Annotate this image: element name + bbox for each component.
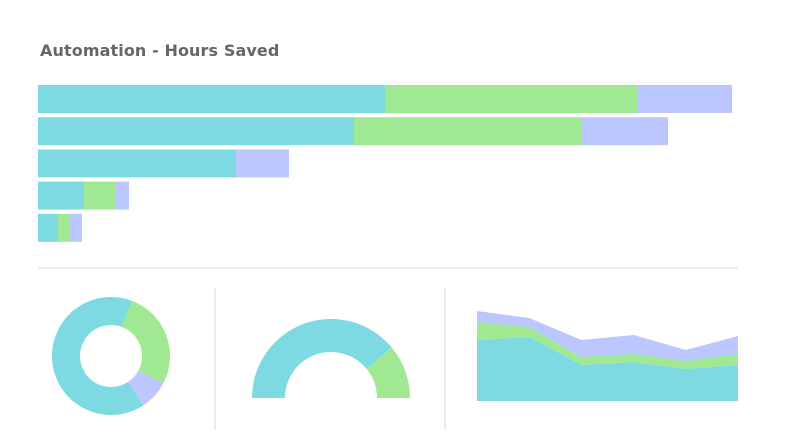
donut-slice-1 bbox=[52, 297, 144, 415]
bar-row-2-segment-1 bbox=[38, 117, 354, 146]
bar-row-1-segment-2 bbox=[385, 85, 637, 113]
bar-row-1-segment-3 bbox=[637, 85, 732, 113]
chart-title: Automation - Hours Saved bbox=[40, 41, 280, 60]
area-series-2 bbox=[477, 322, 738, 369]
bar-row-5-segment-1 bbox=[38, 213, 58, 242]
bar-row-5-segment-2 bbox=[58, 213, 69, 242]
stacked-bar-chart bbox=[38, 85, 732, 242]
bar-row-3-segment-1 bbox=[38, 149, 236, 178]
bar-row-4-segment-3 bbox=[116, 181, 129, 210]
stacked-area-chart bbox=[477, 311, 738, 401]
donut-slice-3 bbox=[128, 370, 164, 406]
bar-row-4-segment-2 bbox=[84, 181, 116, 210]
area-series-1 bbox=[477, 337, 738, 401]
bar-row-5-segment-3 bbox=[69, 213, 82, 242]
bar-row-4-segment-1 bbox=[38, 181, 84, 210]
bar-row-3-segment-3 bbox=[236, 149, 289, 178]
semi-donut-chart bbox=[252, 319, 410, 398]
bar-row-2-segment-3 bbox=[581, 117, 668, 146]
semi-donut-slice-1 bbox=[252, 319, 392, 398]
semi-donut-slice-2 bbox=[366, 347, 410, 398]
bar-row-2-segment-2 bbox=[354, 117, 581, 146]
donut-chart bbox=[52, 297, 170, 415]
area-series-3 bbox=[477, 311, 738, 361]
bar-row-1-segment-1 bbox=[38, 85, 385, 113]
donut-slice-2 bbox=[121, 300, 170, 384]
